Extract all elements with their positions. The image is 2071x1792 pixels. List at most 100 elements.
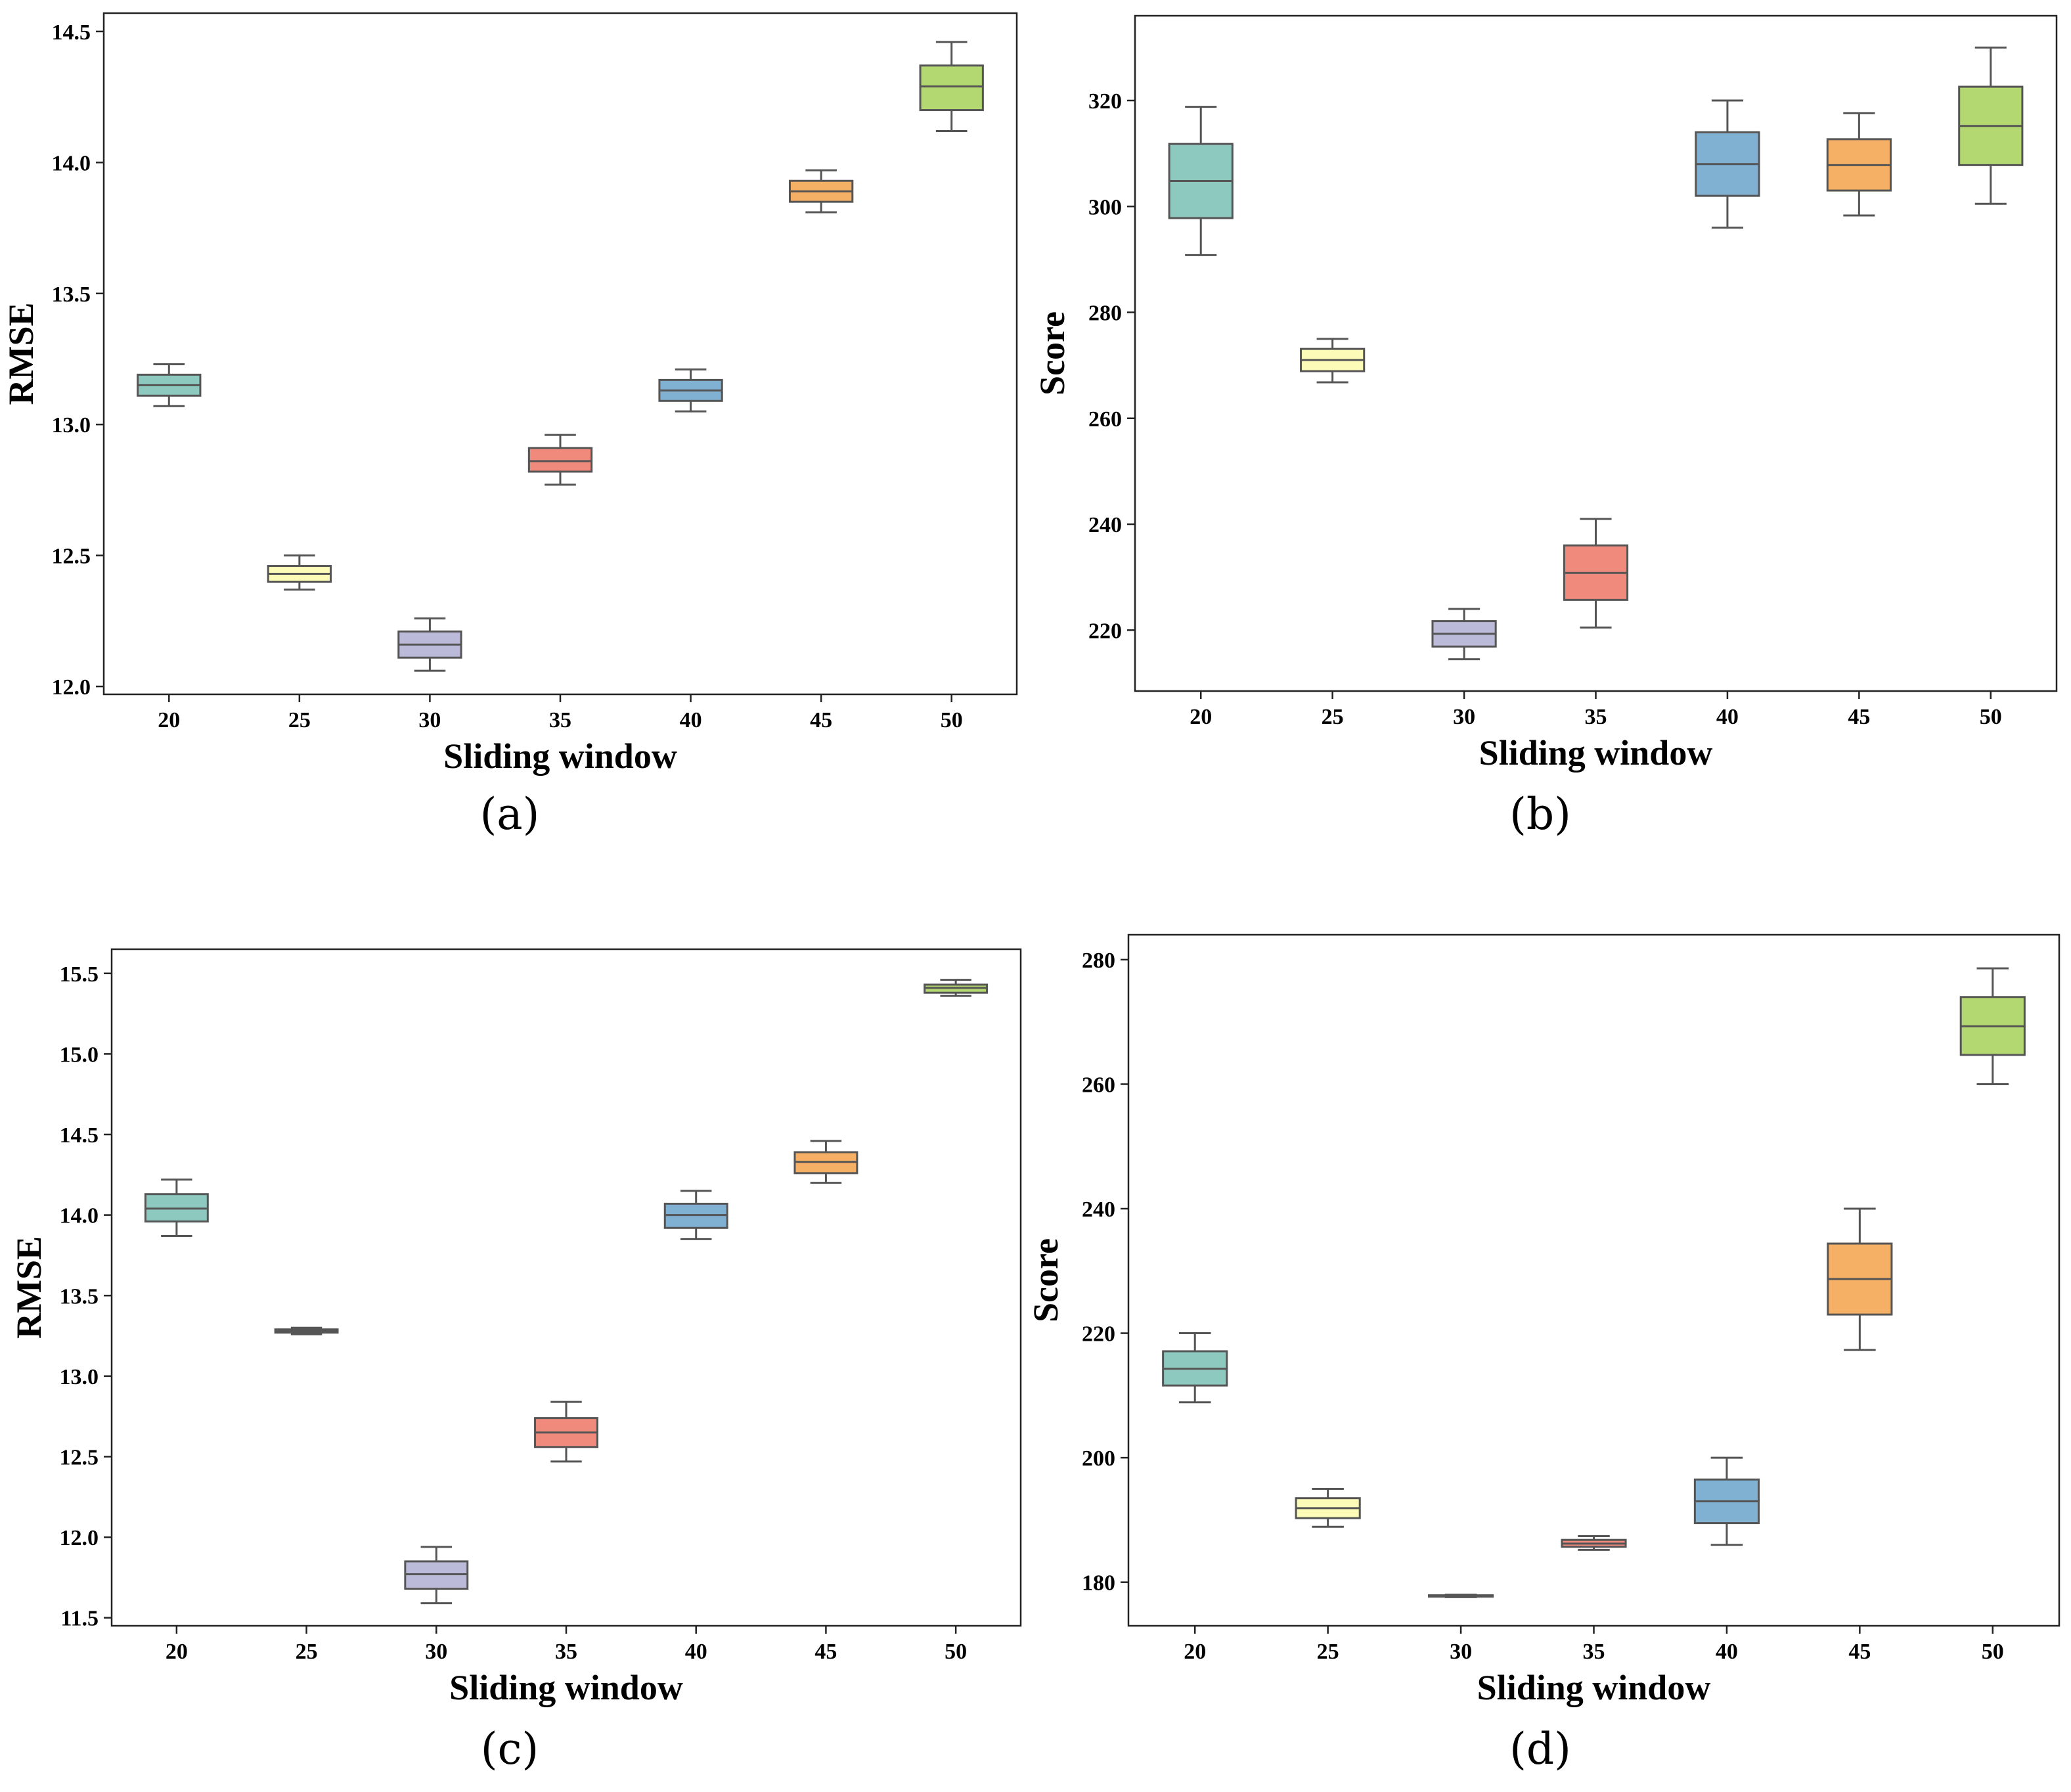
y-axis-label: Score (1033, 311, 1072, 395)
x-tick-label: 25 (1322, 705, 1344, 729)
box-20 (1162, 1332, 1228, 1404)
x-tick-label: 30 (1450, 1640, 1472, 1664)
box-50 (919, 41, 984, 132)
box-40 (658, 368, 723, 413)
y-tick-label: 220 (1082, 1322, 1115, 1347)
x-tick-label: 35 (1583, 1640, 1605, 1664)
box-50 (1959, 967, 2026, 1085)
y-tick-label: 240 (1082, 1198, 1115, 1222)
chart-panel-a: 12.0 12.5 13.0 13.5 14.0 14.5 20 25 30 35 40 45 50 Sl… (1, 12, 1018, 840)
box-30 (1427, 1594, 1494, 1598)
y-tick-label: 12.5 (52, 545, 91, 569)
y-tick-label: 11.5 (60, 1607, 99, 1631)
x-tick-label: 20 (158, 708, 180, 732)
x-tick-label: 25 (296, 1640, 318, 1664)
y-tick-label: 14.5 (60, 1123, 99, 1148)
x-tick-label: 45 (814, 1640, 837, 1664)
plot-frame (1127, 933, 2060, 1627)
x-tick-label: 40 (680, 708, 702, 732)
y-axis-label: RMSE (1, 302, 41, 405)
y-tick-label: 12.0 (52, 675, 91, 700)
box-35 (534, 1400, 598, 1463)
box-40 (1695, 99, 1760, 229)
box-25 (267, 554, 332, 591)
x-tick-label: 30 (1453, 705, 1475, 729)
box-30 (1431, 608, 1497, 661)
y-tick-label: 280 (1082, 949, 1115, 973)
box-20 (1168, 106, 1234, 256)
x-tick-label: 35 (555, 1640, 577, 1664)
box-45 (788, 169, 854, 213)
y-tick-label: 280 (1088, 302, 1122, 326)
y-tick-label: 240 (1088, 513, 1122, 537)
y-tick-label: 200 (1082, 1446, 1115, 1471)
y-tick-label: 12.0 (60, 1526, 99, 1550)
box-30 (404, 1546, 469, 1605)
x-tick-label: 30 (425, 1640, 447, 1664)
iqr-box (919, 64, 984, 112)
x-tick-label: 35 (549, 708, 571, 732)
box-35 (1561, 1535, 1627, 1551)
x-tick-label: 25 (1317, 1640, 1339, 1664)
y-tick-label: 13.5 (60, 1284, 99, 1309)
box-50 (924, 979, 989, 997)
box-45 (1827, 1207, 1893, 1351)
y-tick-label: 13.0 (52, 413, 91, 437)
y-axis-label: Score (1026, 1238, 1065, 1322)
y-tick-label: 260 (1082, 1073, 1115, 1097)
x-tick-label: 20 (1190, 705, 1212, 729)
box-25 (1295, 1487, 1361, 1528)
x-tick-label: 40 (685, 1640, 707, 1664)
box-50 (1958, 46, 2024, 205)
box-20 (144, 1178, 209, 1238)
panel-caption: (c) (481, 1724, 539, 1774)
x-tick-label: 40 (1716, 1640, 1738, 1664)
panel-caption: (b) (1509, 789, 1571, 840)
plot-frame (110, 948, 1022, 1627)
chart-panel-b: 220 240 260 280 300 320 20 25 30 35 40 45 50 Sliding … (1033, 14, 2058, 840)
x-axis-label: Sliding window (1477, 1668, 1711, 1707)
box-40 (1693, 1456, 1760, 1546)
box-30 (397, 617, 462, 672)
box-45 (1826, 112, 1892, 217)
y-tick-label: 14.5 (52, 20, 91, 45)
x-tick-label: 50 (1980, 705, 2002, 729)
y-tick-label: 14.0 (60, 1204, 99, 1228)
panel-caption: (a) (480, 789, 540, 840)
x-tick-label: 40 (1716, 705, 1739, 729)
y-tick-label: 15.5 (60, 962, 99, 987)
y-tick-label: 180 (1082, 1571, 1115, 1596)
iqr-box (527, 447, 593, 473)
y-axis-label: RMSE (9, 1236, 49, 1339)
box-45 (793, 1140, 858, 1184)
panel-caption: (d) (1509, 1724, 1571, 1774)
x-tick-label: 50 (941, 708, 963, 732)
x-tick-label: 25 (288, 708, 311, 732)
y-tick-label: 300 (1088, 195, 1122, 219)
y-tick-label: 260 (1088, 407, 1122, 432)
y-tick-label: 14.0 (52, 151, 91, 175)
x-tick-label: 30 (418, 708, 441, 732)
x-tick-label: 45 (1848, 705, 1870, 729)
x-axis-label: Sliding window (443, 736, 677, 776)
x-tick-label: 50 (945, 1640, 967, 1664)
box-40 (663, 1190, 728, 1240)
box-35 (527, 434, 593, 486)
x-axis-label: Sliding window (1479, 733, 1713, 773)
chart-panel-c: 11.5 12.0 12.5 13.0 13.5 14.0 14.5 15.0 15.5 20 25… (9, 948, 1022, 1774)
x-tick-label: 45 (1848, 1640, 1871, 1664)
y-tick-label: 220 (1088, 619, 1122, 643)
box-20 (137, 363, 202, 407)
box-35 (1563, 518, 1629, 629)
x-axis-label: Sliding window (449, 1668, 683, 1707)
y-tick-label: 15.0 (60, 1042, 99, 1067)
x-tick-label: 20 (1184, 1640, 1206, 1664)
x-tick-label: 45 (810, 708, 832, 732)
box-25 (274, 1326, 339, 1335)
y-tick-label: 13.5 (52, 282, 91, 307)
x-tick-label: 50 (1982, 1640, 2004, 1664)
y-tick-label: 12.5 (60, 1446, 99, 1470)
x-tick-label: 35 (1585, 705, 1607, 729)
box-25 (1300, 338, 1366, 384)
